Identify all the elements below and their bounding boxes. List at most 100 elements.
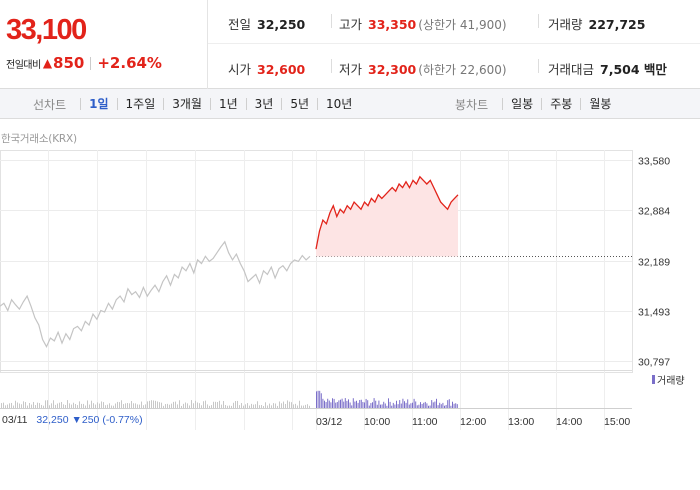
tab-monthly[interactable]: 월봉 <box>580 98 619 110</box>
volume-bar <box>399 400 401 408</box>
volume-bar <box>59 402 60 408</box>
volume-bar <box>392 402 394 408</box>
y-tick-label: 32,189 <box>638 257 670 269</box>
volume-bar <box>383 401 385 408</box>
volume-bar <box>149 400 150 408</box>
volume-bar <box>11 402 12 408</box>
volume-bars <box>0 370 632 409</box>
tab-3year[interactable]: 3년 <box>245 98 282 110</box>
volume-bar <box>97 402 98 408</box>
volume-legend: 거래량 <box>652 372 685 387</box>
volume-bar <box>31 404 32 408</box>
volume-bar <box>343 401 345 408</box>
x-tick-label: 11:00 <box>412 416 438 428</box>
volume-bar <box>39 403 40 408</box>
volume-bar <box>209 405 210 408</box>
y-tick-label: 33,580 <box>638 156 670 168</box>
tab-5year[interactable]: 5년 <box>281 98 317 110</box>
stat-volume: 거래량 227,725 <box>548 17 646 32</box>
volume-bar <box>360 399 362 408</box>
volume-bar <box>251 403 252 408</box>
volume-bar <box>330 402 332 408</box>
volume-bar <box>327 398 329 408</box>
volume-bar <box>247 403 248 408</box>
volume-bar <box>113 405 114 408</box>
price-chart[interactable]: 33,580 32,884 32,189 31,493 30,797 03/12 10:0… <box>0 140 700 430</box>
volume-bar <box>450 405 452 408</box>
tab-weekly[interactable]: 주봉 <box>541 98 580 110</box>
volume-bar <box>397 404 399 408</box>
volume-bar <box>338 400 340 408</box>
volume-bar <box>376 404 378 408</box>
volume-bar <box>437 405 439 408</box>
stat-open: 시가 32,600 <box>228 62 306 77</box>
legend-swatch <box>652 375 655 384</box>
volume-bar <box>15 400 16 408</box>
volume-bar <box>43 405 44 408</box>
volume-bar <box>25 402 26 408</box>
volume-bar <box>257 401 258 408</box>
volume-bar <box>13 405 14 408</box>
volume-bar <box>239 405 240 408</box>
volume-bar <box>191 400 192 408</box>
tab-1day[interactable]: 1일 <box>80 98 116 110</box>
volume-bar <box>47 400 48 408</box>
x-axis-labels: 03/12 10:00 11:00 12:00 13:00 14:00 15:00 <box>316 416 630 428</box>
volume-bar <box>171 403 172 408</box>
volume-bar <box>159 402 160 408</box>
volume-bar <box>63 404 64 408</box>
volume-bar <box>41 404 42 408</box>
volume-bar <box>370 403 372 408</box>
volume-bar <box>373 398 375 408</box>
volume-bar <box>447 400 449 408</box>
volume-bar <box>139 404 140 408</box>
stat-low: 저가 32,300 (하한가 22,600) <box>339 62 507 77</box>
volume-bar <box>123 404 124 408</box>
volume-bar <box>105 405 106 408</box>
y-tick-label: 32,884 <box>638 206 670 218</box>
period-tabs: 선차트 1일 1주일 3개월 1년 3년 5년 10년 <box>33 89 360 119</box>
divider <box>538 59 539 73</box>
volume-bar <box>53 400 54 408</box>
x-tick-label: 15:00 <box>604 416 630 428</box>
volume-bar <box>7 404 8 408</box>
volume-bar <box>231 405 232 408</box>
tab-10year[interactable]: 10년 <box>317 98 360 110</box>
volume-bar <box>297 405 298 408</box>
volume-bar <box>245 404 246 408</box>
price-box: 33,100 전일대비 ▲ 850 +2.64% <box>0 0 208 89</box>
tab-3month[interactable]: 3개월 <box>163 98 210 110</box>
y-tick-label: 30,797 <box>638 357 670 369</box>
volume-bar <box>428 405 429 408</box>
tab-daily[interactable]: 일봉 <box>502 98 541 110</box>
volume-bar <box>181 405 182 408</box>
volume-bar <box>189 405 190 408</box>
legend-label: 거래량 <box>657 376 685 387</box>
volume-bar <box>273 403 274 408</box>
volume-bar <box>165 404 166 408</box>
volume-bar <box>225 404 226 408</box>
volume-bar <box>410 403 412 408</box>
volume-bar <box>364 402 365 408</box>
volume-bar <box>305 404 306 408</box>
volume-bar <box>293 404 294 408</box>
volume-bar <box>328 400 330 408</box>
volume-bar <box>221 404 222 408</box>
volume-bar <box>5 405 6 408</box>
volume-bar <box>333 398 335 408</box>
volume-bar <box>279 401 280 408</box>
volume-bar <box>421 403 423 408</box>
tab-1week[interactable]: 1주일 <box>116 98 164 110</box>
volume-bar <box>400 403 402 408</box>
volume-bar <box>402 398 404 408</box>
prev-day-info: 03/11 32,250 ▼250 (-0.77%) <box>2 414 143 426</box>
volume-bar <box>380 404 381 408</box>
volume-bar <box>33 401 34 408</box>
volume-bar <box>365 398 367 408</box>
volume-bar <box>21 404 22 408</box>
volume-bar <box>9 403 10 408</box>
tab-1year[interactable]: 1년 <box>209 98 246 110</box>
volume-bar <box>352 398 354 408</box>
volume-bar <box>235 401 236 408</box>
volume-bar <box>207 404 208 408</box>
